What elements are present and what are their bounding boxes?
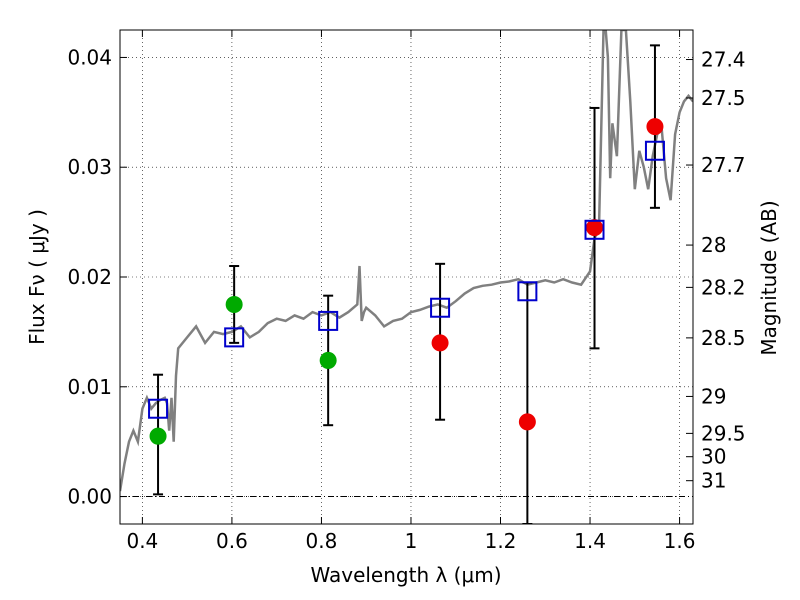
magnitude-tick-label: 28.5 bbox=[701, 326, 746, 350]
y-tick-label: 0.04 bbox=[67, 45, 112, 69]
magnitude-tick-label: 27.4 bbox=[701, 48, 746, 72]
x-tick-label: 0.4 bbox=[126, 529, 158, 553]
model-photometry-square bbox=[318, 310, 339, 331]
green-data-point bbox=[149, 427, 167, 445]
model-photometry-square bbox=[584, 219, 605, 240]
model-photometry-square bbox=[430, 297, 451, 318]
plot-frame bbox=[119, 29, 694, 525]
red-data-point bbox=[586, 219, 604, 237]
grid-lines bbox=[120, 30, 693, 524]
magnitude-tick-label: 30 bbox=[701, 445, 726, 469]
model-photometry-square bbox=[148, 398, 169, 419]
x-tick-label: 1 bbox=[405, 529, 418, 553]
model-photometry-square bbox=[517, 281, 538, 302]
x-tick-label: 0.6 bbox=[216, 529, 248, 553]
red-data-point bbox=[518, 413, 536, 431]
x-tick-label: 1.4 bbox=[574, 529, 606, 553]
model-photometry-square bbox=[224, 327, 245, 348]
green-data-point bbox=[319, 351, 337, 369]
magnitude-tick-label: 27.5 bbox=[701, 86, 746, 110]
y-tick-label: 0.03 bbox=[67, 155, 112, 179]
red-data-point bbox=[646, 118, 664, 136]
y-tick-label: 0.01 bbox=[67, 375, 112, 399]
model-spectrum-line bbox=[120, 30, 693, 492]
green-data-point bbox=[225, 295, 243, 313]
magnitude-tick-label: 28.2 bbox=[701, 275, 746, 299]
x-axis-ticks: 0.4 0.6 0.8 1 1.2 1.4 1.6 bbox=[126, 30, 695, 553]
x-tick-label: 1.2 bbox=[485, 529, 517, 553]
observed-points bbox=[149, 118, 664, 445]
x-axis-label: Wavelength λ (μm) bbox=[310, 563, 501, 587]
y-axis-ticks: 0.00 0.01 0.02 0.03 0.04 bbox=[67, 45, 127, 509]
model-photometry-square bbox=[644, 140, 665, 161]
y-axis-label: Flux Fν ( μJy ) bbox=[25, 209, 49, 345]
magnitude-tick-label: 29 bbox=[701, 384, 726, 408]
magnitude-tick-label: 31 bbox=[701, 469, 726, 493]
magnitude-axis-label: Magnitude (AB) bbox=[757, 200, 781, 355]
x-tick-label: 1.6 bbox=[664, 529, 696, 553]
x-tick-label: 0.8 bbox=[306, 529, 338, 553]
magnitude-tick-label: 29.5 bbox=[701, 421, 746, 445]
error-bars bbox=[153, 44, 660, 524]
magnitude-tick-label: 28 bbox=[701, 233, 726, 257]
magnitude-tick-label: 27.7 bbox=[701, 153, 746, 177]
y-tick-label: 0.02 bbox=[67, 265, 112, 289]
y-tick-label: 0.00 bbox=[67, 485, 112, 509]
model-photometry-points bbox=[148, 140, 665, 419]
red-data-point bbox=[431, 334, 449, 352]
